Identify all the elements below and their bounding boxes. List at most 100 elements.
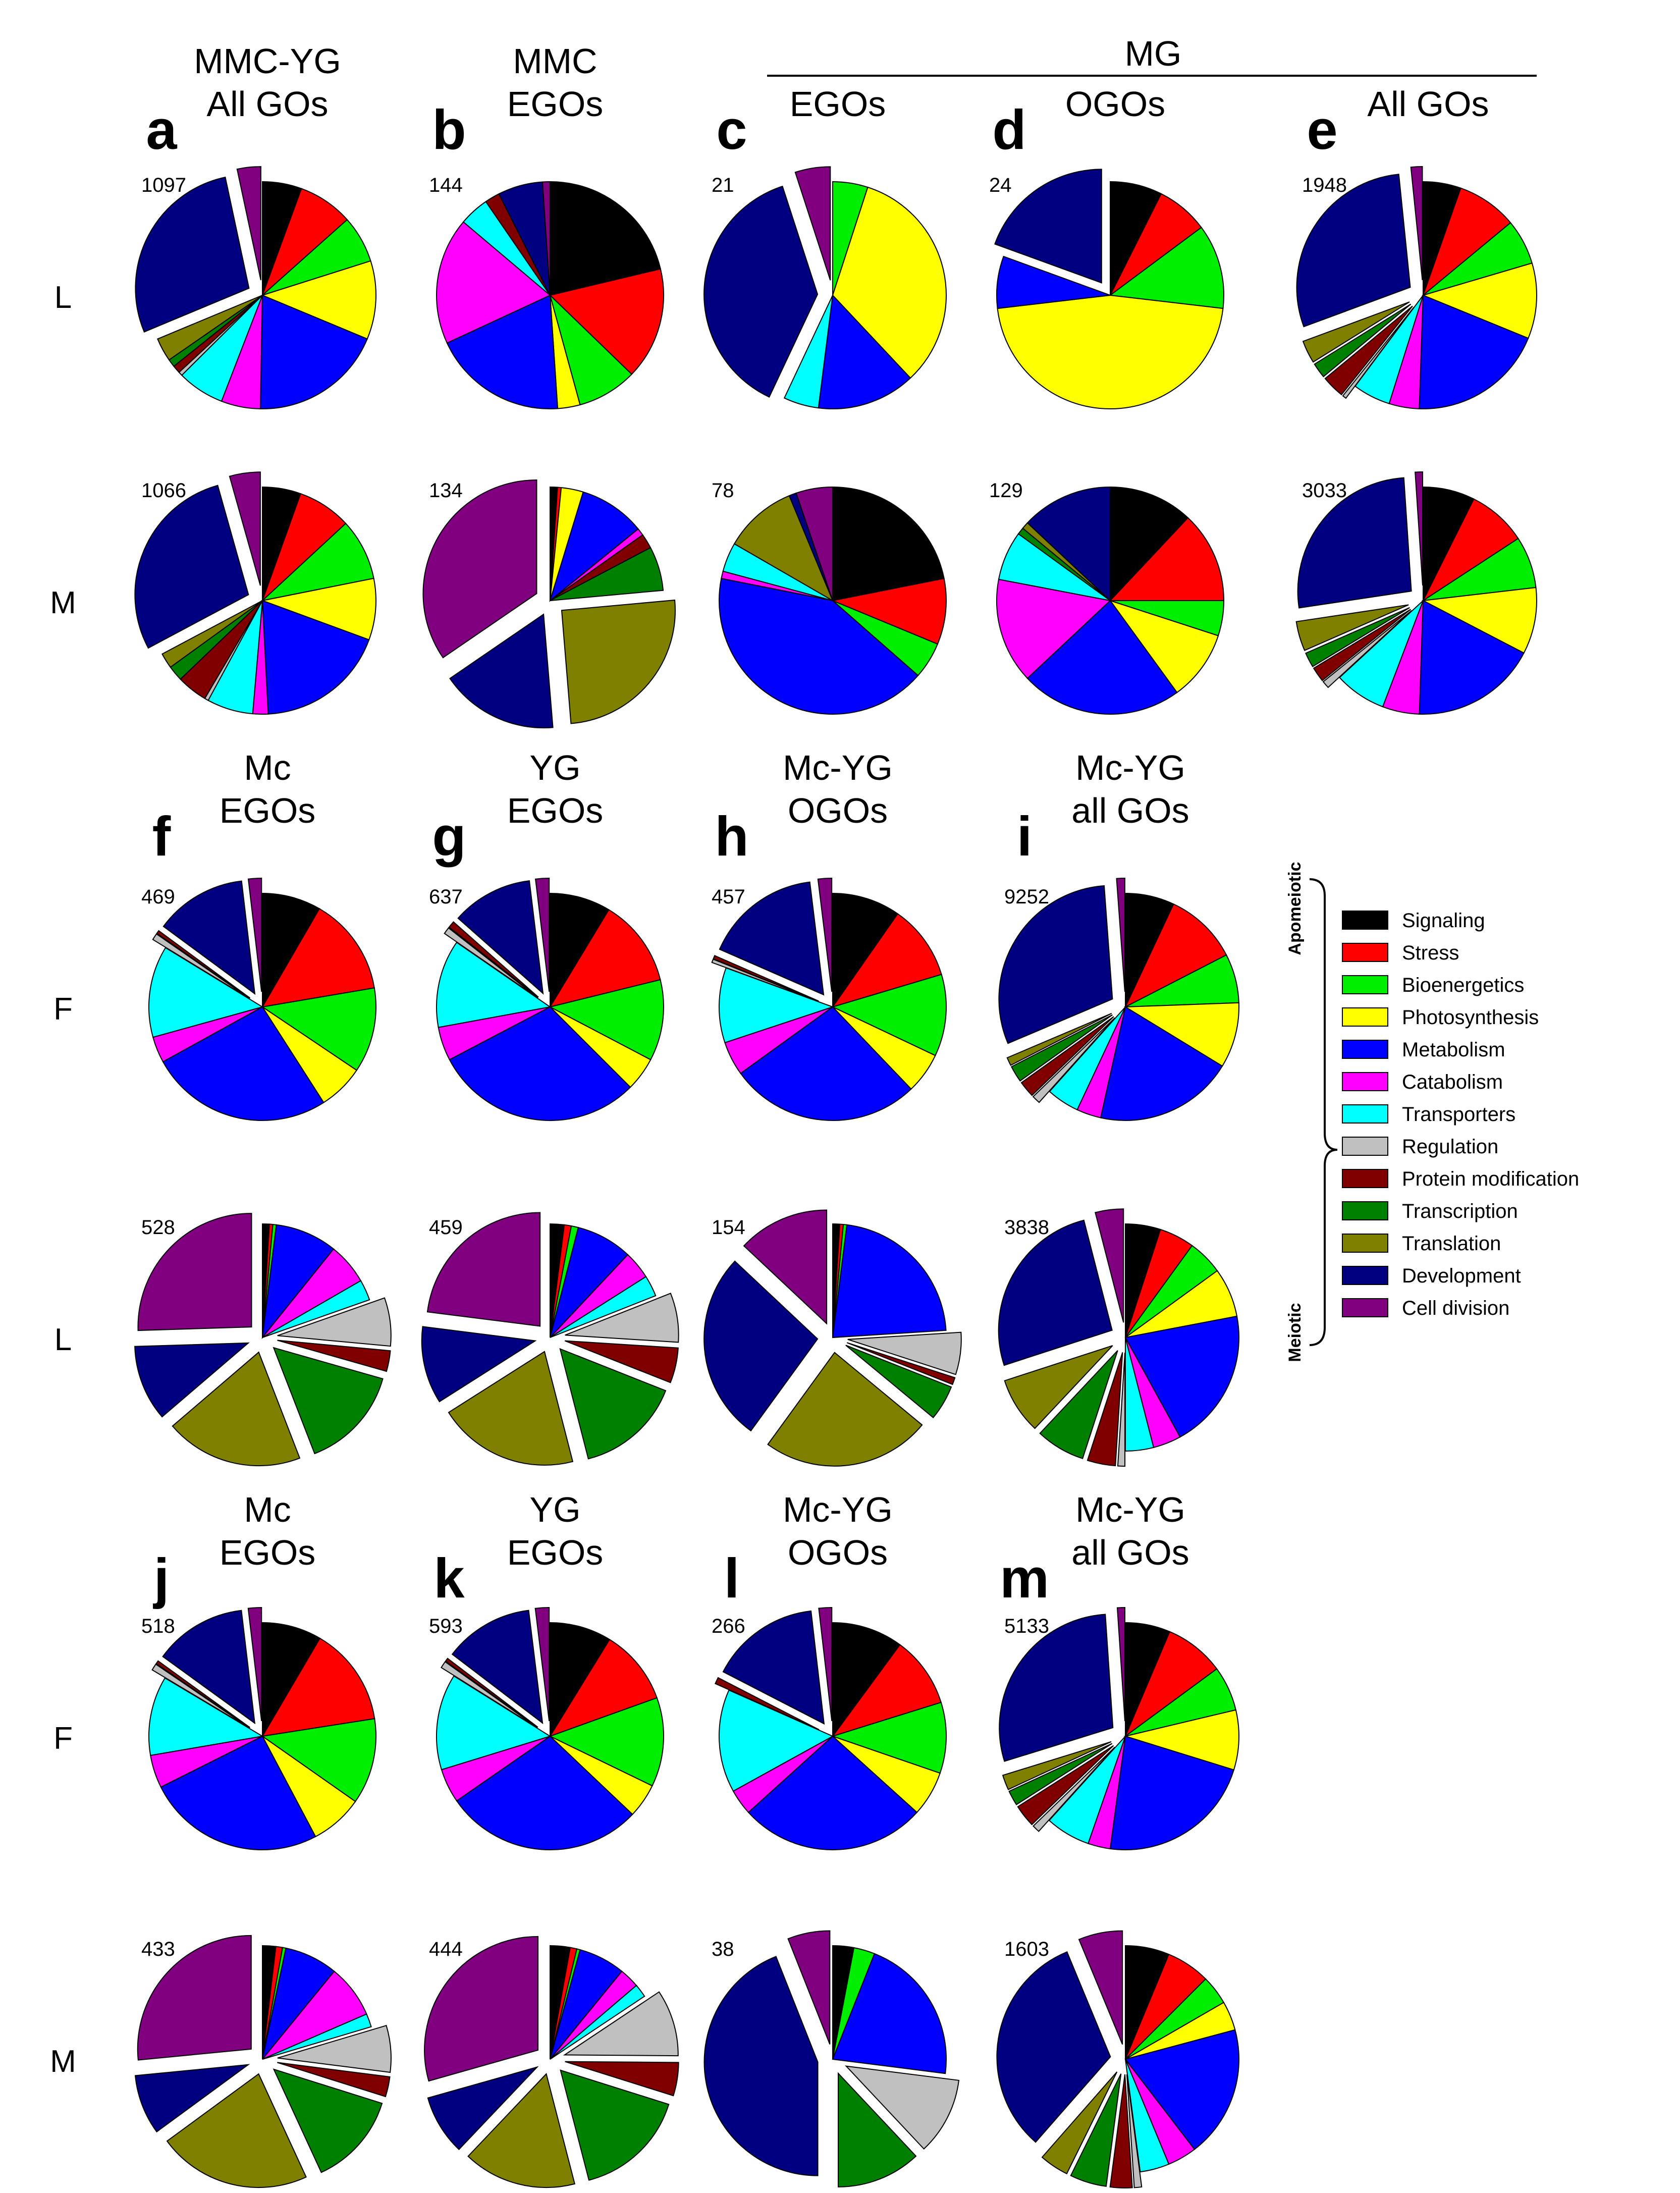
pie-slice-development <box>1026 486 1111 602</box>
pie-slice-stress <box>831 577 947 645</box>
pie-slice-stress <box>1124 1631 1218 1738</box>
pie-slice-protein-modification <box>445 1657 538 1728</box>
column-header-line2: EGOs <box>790 84 886 124</box>
panel-letter: f <box>152 806 171 868</box>
pie-slice-metabolism <box>719 577 919 715</box>
pie-slice-metabolism <box>747 1735 918 1850</box>
legend-swatch <box>1342 1104 1388 1124</box>
pie-slice-stress <box>262 188 348 296</box>
pie-slice-development <box>457 880 544 995</box>
pie-slice-catabolism <box>436 221 551 344</box>
pie-chart-b-l: 144 <box>429 174 664 409</box>
pie-slice-transporters <box>719 1689 834 1792</box>
pie-slice-protein-modification <box>277 2062 391 2098</box>
pie-slice-development <box>162 1610 256 1725</box>
pie-slice-transporters <box>436 1675 552 1771</box>
pie-slice-protein-modification <box>713 955 819 1002</box>
pie-slice-cell-division <box>743 1209 828 1325</box>
pie-slice-development <box>427 2066 539 2151</box>
gene-count-label: 144 <box>429 174 463 196</box>
pie-slice-bioenergetics <box>831 1701 947 1774</box>
pie-slice-signaling <box>832 1622 901 1738</box>
pie-slice-stress <box>1110 193 1202 296</box>
pie-slice-metabolism <box>261 1224 335 1340</box>
column-header-line1: Mc <box>244 1490 291 1529</box>
legend-swatch <box>1342 1201 1388 1220</box>
pie-slice-translation <box>733 495 834 602</box>
pie-slice-protein-modification <box>1017 1745 1114 1826</box>
legend-swatch <box>1342 911 1388 930</box>
pie-slice-transcription <box>1039 1350 1118 1460</box>
pie-slice-signaling <box>550 1622 611 1738</box>
column-header-line2: OGOs <box>1065 84 1165 124</box>
legend-label: Translation <box>1402 1233 1501 1255</box>
pie-chart-g-f: 637 <box>429 878 664 1121</box>
legend-label: Cell division <box>1402 1297 1509 1319</box>
pie-chart-b-m: 134 <box>422 479 676 729</box>
pie-slice-development <box>998 885 1113 1044</box>
pie-slice-signaling <box>832 892 899 1009</box>
column-header-e: All GOs e <box>1307 84 1489 161</box>
pie-slice-transcription <box>845 1345 952 1419</box>
pie-slice-metabolism <box>1109 1735 1235 1850</box>
pie-slice-transporters <box>783 295 833 409</box>
pie-slice-protein-modification <box>1324 305 1413 396</box>
pie-slice-development <box>134 2064 250 2133</box>
pie-chart-h-f: 457 <box>711 878 947 1121</box>
legend-swatch <box>1342 943 1388 962</box>
legend: Signaling Stress Bioenergetics Photosynthes… <box>1342 910 1579 1319</box>
legend-item-catabolism: Catabolism <box>1342 1071 1503 1093</box>
column-header-line1: Mc <box>244 748 291 787</box>
legend-label: Metabolism <box>1402 1039 1505 1061</box>
pie-slice-regulation <box>1322 610 1412 688</box>
column-header-l: Mc-YG OGOs l <box>724 1490 893 1610</box>
column-header-j: Mc EGOs j <box>153 1490 316 1610</box>
pie-slice-stress <box>1109 517 1225 601</box>
gene-count-label: 154 <box>712 1216 745 1239</box>
legend-label: Regulation <box>1402 1136 1498 1158</box>
pie-slice-cell-division <box>795 486 833 601</box>
legend-swatch <box>1342 1169 1388 1188</box>
legend-item-regulation: Regulation <box>1342 1136 1498 1158</box>
pie-slice-stress <box>1422 187 1511 297</box>
column-header-i: Mc-YG all GOs i <box>1017 748 1189 868</box>
pie-slice-bioenergetics <box>261 987 376 1071</box>
legend-label: Photosynthesis <box>1402 1006 1539 1029</box>
pie-chart-m-f: 5133 <box>999 1607 1239 1850</box>
pie-slice-signaling <box>550 892 610 1009</box>
legend-swatch <box>1342 1007 1388 1027</box>
pie-slice-development <box>134 1342 250 1418</box>
column-header-line2: All GOs <box>1367 84 1489 124</box>
pie-slice-stress <box>831 913 942 1008</box>
pie-slice-translation <box>1041 2071 1118 2175</box>
pie-slice-translation <box>1295 604 1409 652</box>
column-header-f: Mc EGOs f <box>152 748 316 868</box>
pie-slice-signaling <box>1110 181 1162 296</box>
pie-slice-metabolism <box>1026 600 1178 715</box>
pie-slice-transporters <box>550 1276 657 1338</box>
pie-slice-metabolism <box>160 1735 316 1850</box>
legend-item-development: Development <box>1342 1265 1521 1287</box>
pie-slice-regulation <box>565 1293 679 1343</box>
column-header-line1: YG <box>529 1490 580 1529</box>
pie-slice-bioenergetics <box>549 979 664 1060</box>
pie-slice-catabolism <box>262 1970 367 2060</box>
pie-slice-metabolism <box>446 294 559 409</box>
pie-slice-protein-modification <box>564 1340 679 1383</box>
column-header-g: YG EGOs g <box>432 748 603 868</box>
pie-slice-transcription <box>838 2072 917 2187</box>
pie-chart-l-m: 38 <box>703 1930 960 2187</box>
pie-chart-j-f: 518 <box>141 1607 376 1850</box>
column-header-line2: EGOs <box>220 1533 316 1572</box>
pie-slice-development <box>162 880 256 995</box>
pie-slice-regulation <box>847 1331 962 1375</box>
column-header-line2: all GOs <box>1071 1533 1189 1572</box>
gene-count-label: 459 <box>429 1216 463 1239</box>
legend-item-translation: Translation <box>1342 1233 1501 1255</box>
pie-slice-regulation <box>277 1297 392 1347</box>
legend-item-protein-modification: Protein modification <box>1342 1168 1579 1190</box>
pie-slice-cell-division <box>247 878 262 992</box>
pie-slice-cell-division <box>787 1930 831 2045</box>
pie-slice-metabolism <box>1419 600 1525 715</box>
